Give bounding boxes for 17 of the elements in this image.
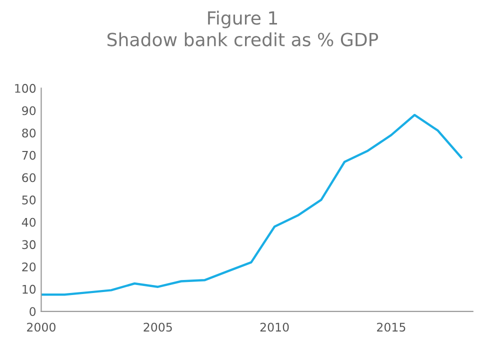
y-tick-label: 10 [22,284,36,294]
y-tick-label: 40 [22,218,36,227]
y-tick-label: 0 [30,307,36,316]
y-tick-label: 50 [22,196,36,204]
chart-title: Figure 1 Shadow bank credit as % GDP [108,10,378,46]
y-tick-label: 20 [22,262,36,272]
x-tick-label: 2005 [144,322,172,332]
y-tick-label: 70 [22,150,36,160]
x-tick-label: 2000 [27,322,56,332]
y-tick-label: 90 [22,106,36,116]
y-tick-label: 30 [22,240,36,250]
y-tick-label: 80 [22,128,36,138]
y-tick-label: 60 [22,173,36,182]
y-tick-label: 100 [15,84,36,93]
line-series [41,114,462,296]
x-tick-label: 2015 [377,322,406,332]
x-tick-label: 2010 [260,322,289,332]
